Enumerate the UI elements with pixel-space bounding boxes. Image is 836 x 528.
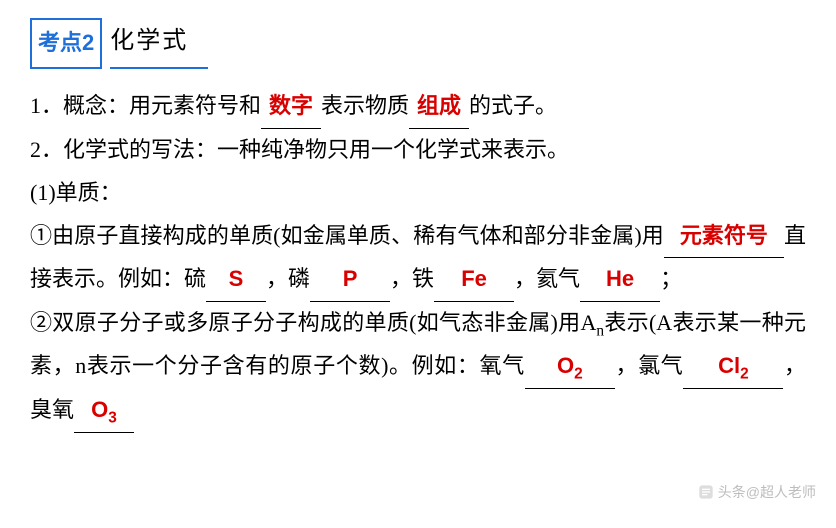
fill-answer: 数字 — [269, 93, 313, 118]
blank-fill: P — [310, 258, 390, 302]
fill-answer: S — [229, 266, 244, 291]
subscript-n: n — [596, 323, 604, 340]
text: 2．化学式的写法：一种纯净物只用一个化学式来表示。 — [30, 137, 569, 162]
badge-prefix: 考点 — [38, 22, 82, 65]
text: (1)单质： — [30, 180, 122, 205]
text: 表示物质 — [321, 93, 409, 118]
text: ，氯气 — [615, 353, 684, 378]
toutiao-icon — [698, 484, 714, 500]
fill-answer: 组成 — [417, 93, 461, 118]
paragraph-2: 2．化学式的写法：一种纯净物只用一个化学式来表示。 — [30, 129, 806, 172]
formula-base: O — [91, 397, 108, 422]
watermark: 头条@超人老师 — [698, 479, 816, 506]
paragraph-3: (1)单质： — [30, 172, 806, 215]
text: ，铁 — [390, 266, 434, 291]
blank-fill: S — [206, 258, 266, 302]
blank-fill: Cl2 — [683, 345, 783, 389]
text: 的式子。 — [469, 93, 557, 118]
badge-number: 2 — [82, 22, 94, 65]
content-body: 1．概念：用元素符号和数字表示物质组成的式子。 2．化学式的写法：一种纯净物只用… — [30, 85, 806, 433]
blank-fill: 元素符号 — [664, 215, 784, 259]
blank-fill: O3 — [74, 389, 134, 433]
fill-answer: P — [343, 266, 358, 291]
formula-base: Cl — [718, 353, 740, 378]
paragraph-4: ①由原子直接构成的单质(如金属单质、稀有气体和部分非金属)用元素符号直接表示。例… — [30, 215, 806, 303]
text: ； — [660, 266, 682, 291]
watermark-text: 头条@超人老师 — [718, 479, 816, 506]
text: ，磷 — [266, 266, 310, 291]
paragraph-5: ②双原子分子或多原子分子构成的单质(如气态非金属)用An表示(A表示某一种元素，… — [30, 302, 806, 433]
blank-fill: O2 — [525, 345, 615, 389]
fill-answer: O3 — [91, 397, 117, 422]
topic-title: 化学式 — [110, 18, 208, 69]
text: ①由原子直接构成的单质(如金属单质、稀有气体和部分非金属)用 — [30, 223, 664, 248]
fill-answer: He — [606, 266, 634, 291]
text: 1．概念：用元素符号和 — [30, 93, 261, 118]
fill-answer: 元素符号 — [680, 223, 768, 248]
topic-badge: 考点2 — [30, 18, 102, 69]
formula-sub: 2 — [740, 366, 749, 383]
fill-answer: O2 — [557, 353, 583, 378]
fill-answer: Fe — [461, 266, 487, 291]
formula-sub: 3 — [108, 410, 117, 427]
fill-answer: Cl2 — [718, 353, 749, 378]
blank-fill: 组成 — [409, 85, 469, 129]
formula-sub: 2 — [574, 366, 583, 383]
text: ，氦气 — [514, 266, 580, 291]
paragraph-1: 1．概念：用元素符号和数字表示物质组成的式子。 — [30, 85, 806, 129]
blank-fill: He — [580, 258, 660, 302]
section-header: 考点2 化学式 — [30, 18, 806, 69]
text: ②双原子分子或多原子分子构成的单质(如气态非金属)用A — [30, 310, 596, 335]
formula-base: O — [557, 353, 574, 378]
blank-fill: Fe — [434, 258, 514, 302]
blank-fill: 数字 — [261, 85, 321, 129]
